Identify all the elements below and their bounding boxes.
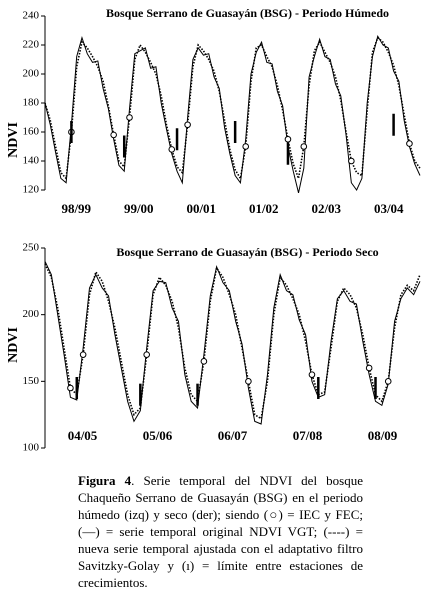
caption-text: . Serie temporal del NDVI del bosque Cha… [78, 473, 363, 590]
y-tick-label: 240 [23, 10, 40, 22]
season-marker [348, 157, 355, 165]
season-marker [184, 121, 191, 129]
season-marker [126, 114, 133, 121]
y-tick-label: 140 [23, 155, 40, 167]
season-marker [406, 140, 413, 147]
period-label: 00/01 [186, 201, 216, 216]
ndvi-line [44, 263, 421, 420]
season-marker [308, 371, 316, 378]
season-marker [67, 384, 74, 392]
ndvi-line [44, 261, 421, 425]
season-marker [79, 351, 87, 358]
season-marker [300, 143, 308, 150]
period-label: 02/03 [311, 201, 341, 216]
figure: Bosque Serrano de Guasayán (BSG) - Perio… [6, 6, 421, 454]
y-tick-label: 200 [23, 308, 40, 320]
y-tick-label: 150 [23, 375, 40, 387]
y-tick-label: 120 [23, 184, 40, 196]
period-label: 06/07 [218, 428, 248, 443]
season-marker [168, 146, 176, 153]
period-label: 03/04 [374, 201, 404, 216]
y-tick-label: 200 [23, 68, 40, 80]
y-axis-label: NDVI [6, 327, 21, 363]
period-label: 05/06 [143, 428, 173, 443]
y-tick-label: 160 [23, 126, 40, 138]
y-tick-label: 180 [23, 97, 40, 109]
period-label: 99/00 [124, 201, 154, 216]
ndvi-line [44, 36, 421, 182]
season-marker [200, 358, 208, 365]
season-marker [143, 351, 150, 358]
caption: Figura 4. Serie temporal del NDVI del bo… [78, 472, 363, 591]
y-tick-label: 100 [23, 442, 40, 454]
chart-title: Bosque Serrano de Guasayán (BSG) - Perio… [116, 245, 378, 259]
season-marker [242, 143, 250, 150]
y-axis-label: NDVI [6, 122, 21, 158]
period-label: 07/08 [293, 428, 323, 443]
chart-title: Bosque Serrano de Guasayán (BSG) - Perio… [106, 6, 389, 20]
ndvi-line [44, 35, 421, 194]
season-marker [365, 364, 373, 372]
season-marker [245, 378, 252, 385]
period-label: 01/02 [249, 201, 279, 216]
period-label: 98/99 [61, 201, 91, 216]
caption-label: Figura 4 [78, 473, 132, 488]
y-tick-label: 220 [23, 39, 40, 51]
season-marker [110, 131, 117, 139]
season-marker [284, 135, 292, 143]
period-label: 04/05 [68, 428, 98, 443]
season-marker [384, 378, 392, 385]
period-label: 08/09 [368, 428, 398, 443]
y-tick-label: 250 [23, 242, 40, 254]
